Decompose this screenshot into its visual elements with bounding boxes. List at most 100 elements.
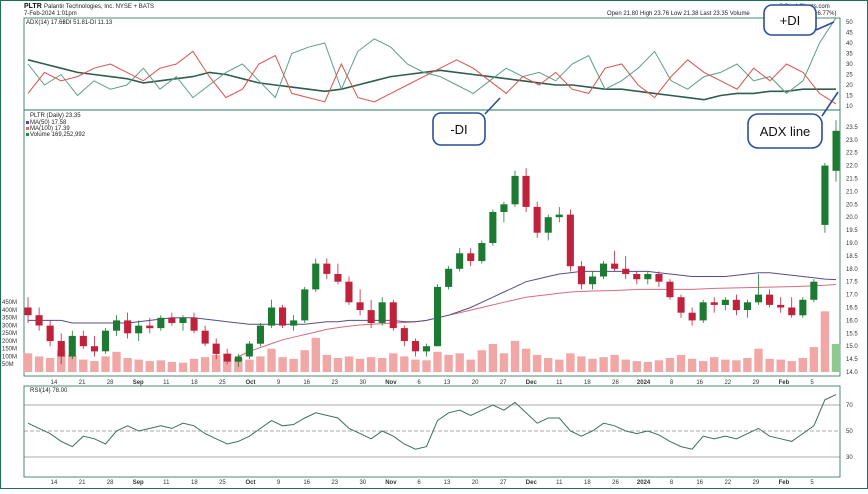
price-y-tick: 16.5 (846, 306, 858, 312)
price-x-label: 20 (472, 380, 479, 386)
candle-body (743, 302, 751, 310)
volume-bar (400, 356, 409, 372)
candle-body (688, 312, 696, 321)
volume-bar (112, 351, 121, 372)
candle-body (666, 281, 674, 298)
ma50-line (28, 270, 837, 325)
volume-bar (389, 353, 398, 372)
rsi-x-label: 22 (724, 480, 731, 486)
volume-bar (167, 361, 177, 372)
adx-layer: 10 15 20 25 30 35 40 45 50 (27, 17, 853, 110)
volume-bar (732, 360, 741, 372)
volume-bar (676, 354, 686, 372)
volume-bar (344, 356, 354, 372)
volume-bar (555, 359, 564, 372)
price-x-label: 26 (612, 380, 619, 386)
volume-bar (333, 358, 343, 372)
rsi-y-tick: 30 (846, 455, 853, 461)
volume-bar (477, 350, 486, 372)
candle-body (777, 304, 785, 308)
volume-bar (521, 348, 531, 372)
volume-tick: 400M (2, 308, 17, 314)
volume-bar (256, 356, 265, 372)
candle-body (345, 281, 353, 303)
rsi-x-label: 26 (612, 480, 619, 486)
price-y-tick: 14.0 (846, 370, 858, 376)
price-x-label: 13 (444, 380, 451, 386)
adx-series-line (27, 17, 837, 99)
candle-body (633, 274, 641, 280)
rsi-x-label: 6 (417, 480, 421, 486)
adx-legend: ADX(14) 17.63 +DI 51.81 -DI 11.13 (26, 20, 113, 26)
price-x-label: Nov (385, 380, 397, 386)
volume-bar (134, 359, 143, 372)
candle-body (732, 299, 740, 311)
volume-bar (610, 354, 619, 372)
price-x-label: 2024 (637, 380, 651, 386)
candle-body (766, 294, 774, 305)
price-y-tick: 23.5 (846, 125, 858, 131)
candle-body (157, 317, 165, 329)
price-x-label: 18 (191, 380, 198, 386)
volume-bar (289, 358, 298, 372)
volume-bar (300, 350, 309, 372)
volume-bar (90, 361, 99, 372)
volume-bar (123, 358, 132, 372)
ma100-line (238, 284, 837, 357)
volume-bar (632, 361, 641, 372)
rsi-x-label: 23 (331, 480, 338, 486)
candle-body (135, 325, 143, 334)
candle-body (46, 325, 54, 342)
candle-body (799, 299, 807, 316)
candle-body (832, 130, 840, 171)
price-y-tick: 21.0 (846, 189, 858, 195)
price-y-tick: 15.0 (846, 344, 858, 350)
volume-tick: 150M (2, 347, 17, 353)
rsi-x-label: 11 (163, 480, 170, 486)
volume-bar (566, 353, 575, 372)
candle-body (788, 307, 796, 316)
volume-tick: 200M (2, 339, 17, 345)
volume-bar (200, 357, 210, 372)
rsi-x-label: 28 (107, 480, 114, 486)
volume-bar (754, 348, 763, 372)
price-x-label: Dec (526, 380, 538, 386)
volume-bar (577, 356, 586, 372)
rsi-x-label: 11 (556, 480, 563, 486)
candle-body (212, 343, 220, 354)
volume-bar (599, 357, 608, 372)
adx-y-tick: 35 (846, 52, 853, 58)
header-symbol: PLTR (24, 3, 42, 10)
candle-body (367, 310, 375, 323)
volume-tick: 450M (2, 300, 17, 306)
callout-minus-di-box (432, 112, 486, 146)
rsi-x-label: 30 (359, 480, 366, 486)
price-y-tick: 23.0 (846, 138, 858, 144)
volume-bar (145, 361, 154, 372)
callout-minus-di-label: -DI (450, 122, 467, 137)
price-y-tick: 19.5 (846, 228, 858, 234)
legend-swatch-ma50 (26, 121, 29, 124)
candle-body (434, 286, 442, 347)
candle-body (312, 263, 320, 290)
volume-bar (687, 358, 697, 372)
candle-body (533, 206, 541, 233)
price-y-tick: 18.5 (846, 254, 858, 260)
price-x-label: 16 (303, 380, 310, 386)
candle-body (68, 335, 76, 357)
rsi-x-label: Oct (245, 480, 255, 486)
price-legend-ma50: MA(50) 17.58 (30, 120, 67, 126)
price-y-tick: 17.5 (846, 280, 858, 286)
candle-body (555, 214, 563, 218)
candle-body (721, 299, 729, 305)
rsi-x-label: 18 (584, 480, 591, 486)
candle-body (190, 317, 198, 331)
candle-body (24, 307, 32, 316)
rsi-x-label: 21 (79, 480, 86, 486)
rsi-x-label: 16 (303, 480, 310, 486)
candle-body (223, 353, 231, 362)
